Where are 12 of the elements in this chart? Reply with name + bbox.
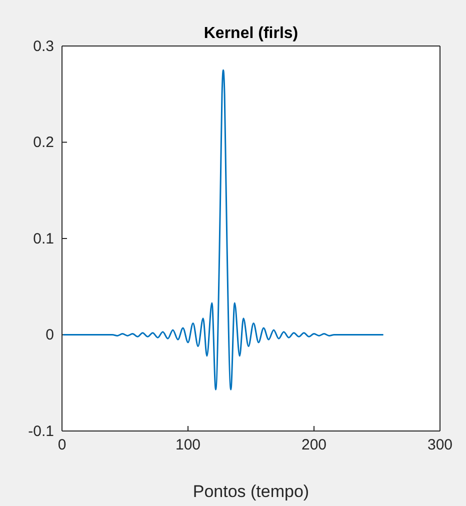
y-tick-label: -0.1 <box>28 422 54 440</box>
y-tick-label: 0.2 <box>33 134 54 152</box>
line-series <box>62 69 384 390</box>
x-tick-label: 0 <box>58 436 66 454</box>
y-tick-label: 0.3 <box>33 38 54 55</box>
x-tick-label: 200 <box>301 436 327 454</box>
chart-title: Kernel (firls) <box>204 25 298 42</box>
x-tick-label: 100 <box>175 436 201 454</box>
x-tick-label: 300 <box>427 436 453 454</box>
y-tick-label: 0 <box>46 326 54 344</box>
y-tick-label: 0.1 <box>33 230 54 248</box>
x-axis-title: Pontos (tempo) <box>192 482 310 501</box>
